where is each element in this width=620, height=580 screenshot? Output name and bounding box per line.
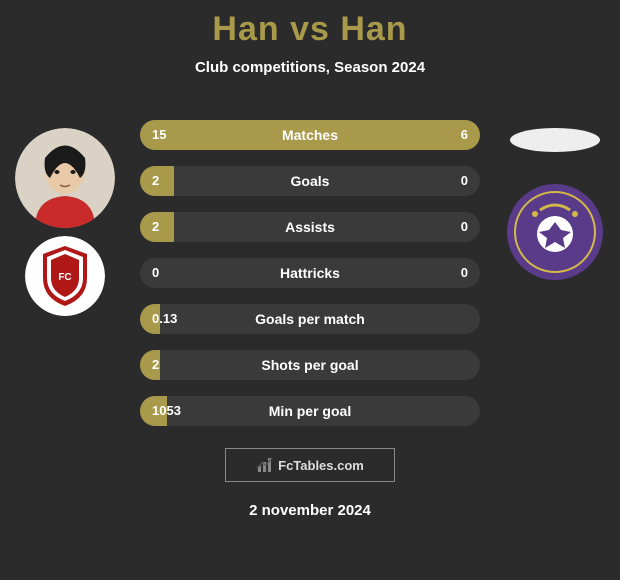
page-subtitle: Club competitions, Season 2024: [0, 59, 620, 76]
stat-value-left: 0: [152, 258, 159, 288]
stat-row: Assists2 0: [140, 212, 480, 242]
stat-label: Assists: [140, 212, 480, 242]
stat-row: Matches15 6: [140, 120, 480, 150]
stat-row: Goals2 0: [140, 166, 480, 196]
page-title: Han vs Han: [0, 0, 620, 49]
stat-label: Matches: [140, 120, 480, 150]
stat-row: Goals per match0.13: [140, 304, 480, 334]
stat-row: Shots per goal2: [140, 350, 480, 380]
right-column: [500, 120, 610, 290]
watermark-text: FcTables.com: [278, 458, 364, 473]
svg-text:FC: FC: [58, 272, 71, 283]
stat-value-left: 2: [152, 166, 159, 196]
stat-label: Min per goal: [140, 396, 480, 426]
comparison-chart: Matches156Goals20Assists20Hattricks00Goa…: [140, 120, 480, 442]
left-column: FC: [10, 120, 120, 324]
stat-label: Goals per match: [140, 304, 480, 334]
stat-value-left: 0.13: [152, 304, 177, 334]
club-right-badge: [505, 182, 605, 282]
stat-value-right: 0: [461, 212, 468, 242]
stat-label: Goals: [140, 166, 480, 196]
stat-value-left: 2: [152, 212, 159, 242]
stat-row: Hattricks0 0: [140, 258, 480, 288]
stat-value-right: 0: [461, 258, 468, 288]
date-label: 2 november 2024: [0, 502, 620, 519]
watermark: FcTables.com: [225, 448, 395, 482]
stat-row: Min per goal1053: [140, 396, 480, 426]
club-left-badge: FC: [25, 236, 105, 316]
stat-label: Shots per goal: [140, 350, 480, 380]
stat-value-left: 1053: [152, 396, 181, 426]
stat-value-right: 0: [461, 166, 468, 196]
player-right-placeholder: [510, 128, 600, 152]
stat-value-left: 15: [152, 120, 166, 150]
player-left-avatar: [15, 128, 115, 228]
stat-value-right: 6: [461, 120, 468, 150]
chart-icon: [256, 456, 274, 474]
stat-label: Hattricks: [140, 258, 480, 288]
stat-value-left: 2: [152, 350, 159, 380]
